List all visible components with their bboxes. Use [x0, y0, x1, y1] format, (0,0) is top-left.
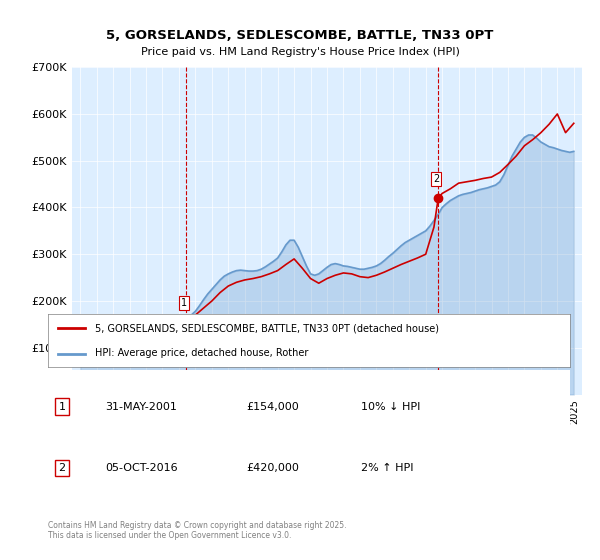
Text: 05-OCT-2016: 05-OCT-2016 — [106, 463, 178, 473]
Text: 1: 1 — [181, 298, 187, 308]
Text: HPI: Average price, detached house, Rother: HPI: Average price, detached house, Roth… — [95, 348, 308, 358]
Text: Price paid vs. HM Land Registry's House Price Index (HPI): Price paid vs. HM Land Registry's House … — [140, 47, 460, 57]
Text: 31-MAY-2001: 31-MAY-2001 — [106, 402, 177, 412]
Text: Contains HM Land Registry data © Crown copyright and database right 2025.
This d: Contains HM Land Registry data © Crown c… — [48, 521, 347, 540]
Text: 2: 2 — [58, 463, 65, 473]
Text: 5, GORSELANDS, SEDLESCOMBE, BATTLE, TN33 0PT (detached house): 5, GORSELANDS, SEDLESCOMBE, BATTLE, TN33… — [95, 324, 439, 334]
Text: 2: 2 — [433, 174, 440, 184]
Text: 5, GORSELANDS, SEDLESCOMBE, BATTLE, TN33 0PT: 5, GORSELANDS, SEDLESCOMBE, BATTLE, TN33… — [106, 29, 494, 42]
Text: 2% ↑ HPI: 2% ↑ HPI — [361, 463, 414, 473]
Text: £420,000: £420,000 — [247, 463, 299, 473]
Text: 10% ↓ HPI: 10% ↓ HPI — [361, 402, 421, 412]
Text: £154,000: £154,000 — [247, 402, 299, 412]
Text: 1: 1 — [58, 402, 65, 412]
